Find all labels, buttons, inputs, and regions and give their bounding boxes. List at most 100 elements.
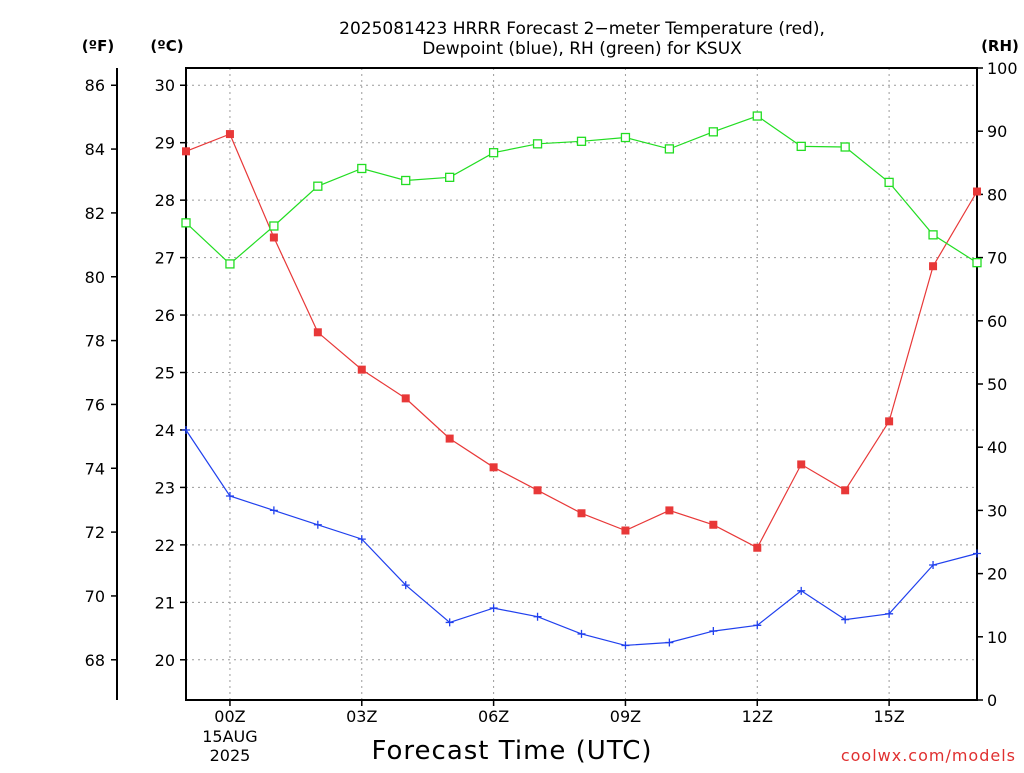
fahrenheit-tick-label: 82	[85, 204, 105, 223]
celsius-tick-label: 24	[155, 421, 175, 440]
celsius-tick-label: 23	[155, 478, 175, 497]
dewpoint-point	[885, 609, 894, 618]
x-tick-label: 09Z	[610, 707, 641, 726]
temperature-point	[797, 460, 806, 469]
dewpoint-point	[621, 641, 630, 650]
temperature-point	[753, 543, 762, 552]
temperature-point	[533, 486, 542, 495]
fahrenheit-tick-label: 72	[85, 523, 105, 542]
celsius-tick-label: 25	[155, 364, 175, 383]
rh-tick-label: 90	[987, 122, 1007, 141]
temperature-point	[621, 526, 630, 535]
rh-point	[664, 144, 675, 154]
rh-tick-label: 10	[987, 628, 1007, 647]
temperature-line	[185, 133, 978, 549]
fahrenheit-tick-label: 80	[85, 268, 105, 287]
rh-tick-label: 30	[987, 501, 1007, 520]
dewpoint-point	[533, 612, 542, 621]
fahrenheit-tick-label: 76	[85, 395, 105, 414]
x-tick-label: 12Z	[742, 707, 773, 726]
fahrenheit-unit-label: (ºF)	[82, 37, 114, 55]
temperature-point	[269, 233, 278, 242]
grid-lines	[186, 68, 977, 700]
fahrenheit-tick-label: 74	[85, 459, 105, 478]
rh-tick-label: 50	[987, 375, 1007, 394]
dewpoint-point	[797, 586, 806, 595]
rh-tick-label: 20	[987, 565, 1007, 584]
x-tick-label: 00Z	[214, 707, 245, 726]
rh-tick-label: 60	[987, 312, 1007, 331]
fahrenheit-tick-label: 86	[85, 76, 105, 95]
rh-point	[928, 230, 938, 240]
dewpoint-point	[973, 549, 981, 558]
dewpoint-point	[929, 560, 938, 569]
temperature-point	[313, 328, 322, 337]
temperature-point	[973, 187, 981, 196]
x-tick-label: 03Z	[346, 707, 377, 726]
rh-unit-label: (RH)	[981, 37, 1019, 55]
rh-point	[313, 181, 323, 191]
rh-point	[620, 132, 631, 143]
data-series	[181, 111, 982, 650]
rh-point	[576, 136, 587, 146]
temperature-point	[357, 365, 366, 374]
temperature-point	[577, 509, 586, 518]
rh-point	[269, 221, 279, 231]
temperature-point	[841, 486, 850, 495]
rh-tick-label: 0	[987, 691, 997, 710]
rh-point	[445, 172, 455, 182]
celsius-tick-label: 29	[155, 134, 175, 153]
x-tick-label: 15Z	[873, 707, 904, 726]
fahrenheit-tick-label: 78	[85, 332, 105, 351]
rh-point	[488, 148, 499, 158]
celsius-tick-label: 21	[155, 593, 175, 612]
dewpoint-point	[577, 629, 586, 638]
rh-tick-label: 40	[987, 438, 1007, 457]
dewpoint-point	[225, 492, 234, 501]
fahrenheit-tick-label: 70	[85, 587, 105, 606]
x-tick-year-label: 2025	[210, 746, 251, 765]
dewpoint-point	[445, 618, 454, 627]
x-tick-label: 06Z	[478, 707, 509, 726]
temperature-point	[182, 147, 190, 156]
rh-point	[884, 177, 894, 188]
celsius-tick-label: 22	[155, 536, 175, 555]
dewpoint-point	[182, 425, 190, 434]
temperature-point	[665, 506, 674, 515]
x-tick-date-label: 15AUG	[202, 727, 257, 746]
chart-title-line2: Dewpoint (blue), RH (green) for KSUX	[422, 39, 742, 59]
dewpoint-point	[489, 604, 498, 613]
temperature-point	[709, 520, 718, 529]
rh-point	[708, 127, 718, 137]
dewpoint-point	[313, 520, 322, 529]
rh-point	[840, 142, 850, 152]
temperature-point	[489, 463, 498, 472]
x-axis-label: Forecast Time (UTC)	[371, 736, 652, 766]
rh-point	[532, 139, 543, 149]
dewpoint-point	[401, 581, 410, 590]
rh-point	[796, 141, 806, 152]
dewpoint-point	[709, 627, 718, 636]
rh-point	[972, 258, 982, 268]
temperature-point	[929, 262, 938, 271]
celsius-tick-label: 27	[155, 249, 175, 268]
dewpoint-point	[357, 535, 366, 544]
dewpoint-point	[841, 615, 850, 624]
axes	[111, 67, 983, 706]
rh-tick-label: 80	[987, 185, 1007, 204]
celsius-tick-label: 26	[155, 306, 175, 325]
rh-point	[401, 175, 411, 186]
tick-labels: 68 70 72 74 76 78 80 82 84 86 20 21 22 23 24 25 26 27 28 29…	[85, 59, 1018, 765]
celsius-tick-label: 30	[155, 76, 175, 95]
watermark-text: coolwx.com/models	[841, 746, 1016, 765]
rh-tick-label: 70	[987, 249, 1007, 268]
dewpoint-point	[269, 506, 278, 515]
temperature-point	[445, 434, 454, 443]
chart-title-line1: 2025081423 HRRR Forecast 2−meter Tempera…	[339, 19, 825, 39]
series-temperature	[182, 130, 981, 552]
rh-tick-label: 100	[987, 59, 1018, 78]
celsius-tick-label: 28	[155, 191, 175, 210]
temperature-point	[225, 130, 234, 139]
fahrenheit-tick-label: 84	[85, 140, 105, 159]
